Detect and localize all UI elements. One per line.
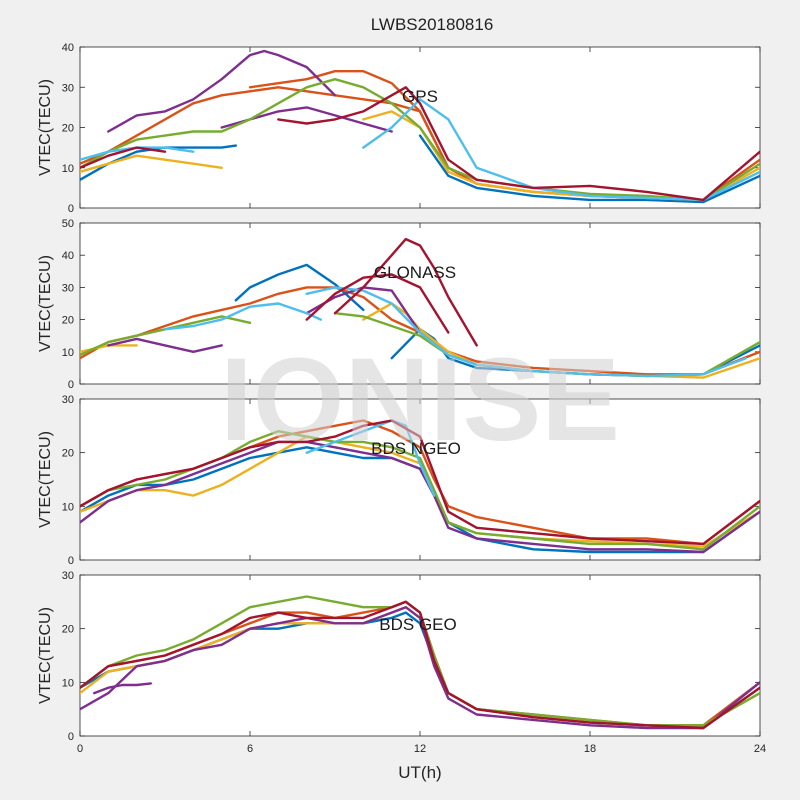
series-line xyxy=(80,595,760,727)
y-tick-label: 0 xyxy=(68,731,74,743)
y-tick-label: 20 xyxy=(62,315,74,327)
series-line xyxy=(80,440,760,554)
y-tick-label: 0 xyxy=(68,379,74,391)
y-axis-label: VTEC(TECU) xyxy=(37,431,54,528)
panel-glonass: 0 10 20 30 40 50 VTEC(TECU) GLONASS xyxy=(37,218,761,391)
series-line xyxy=(333,237,478,347)
y-tick-label: 30 xyxy=(62,394,74,406)
watermark: IONISE xyxy=(220,334,620,466)
plot-area xyxy=(79,222,761,385)
y-axis-label: VTEC(TECU) xyxy=(37,79,54,176)
y-tick-label: 10 xyxy=(62,347,74,359)
x-tick-label: 6 xyxy=(247,743,253,755)
y-tick-label: 0 xyxy=(68,203,74,215)
series-line xyxy=(80,600,760,730)
panel-label: BDS GEO xyxy=(379,615,456,634)
y-tick-label: 50 xyxy=(62,218,74,230)
y-tick-label: 40 xyxy=(62,250,74,262)
y-tick-label: 30 xyxy=(62,282,74,294)
series-line xyxy=(80,446,760,554)
series-line xyxy=(163,302,322,331)
panel-label: GLONASS xyxy=(374,263,456,282)
series-line xyxy=(277,86,760,202)
series-line xyxy=(80,606,760,730)
x-axis-label: UT(h) xyxy=(398,763,441,782)
series-line xyxy=(418,134,760,204)
y-tick-label: 30 xyxy=(62,82,74,94)
panels-group: 0 10 20 30 40 VTEC(TECU) GPS 0 10 20 30 40 50 VTEC(TE… xyxy=(37,42,766,755)
series-line xyxy=(93,682,152,695)
panel-label: BDS NGEO xyxy=(371,439,461,458)
y-tick-label: 30 xyxy=(62,570,74,582)
x-tick-label: 12 xyxy=(414,743,426,755)
x-tick-label: 24 xyxy=(754,743,766,755)
y-axis-label: VTEC(TECU) xyxy=(37,607,54,704)
series-line xyxy=(248,70,450,169)
series-line xyxy=(107,337,223,353)
y-axis-label: VTEC(TECU) xyxy=(37,255,54,352)
panel-label: GPS xyxy=(402,87,438,106)
y-tick-label: 20 xyxy=(62,448,74,460)
series-line xyxy=(305,286,747,378)
series-line xyxy=(362,98,760,202)
series-line xyxy=(80,435,760,548)
x-tick-label: 18 xyxy=(584,743,596,755)
panel-bds-ngeo: 0 10 20 30 VTEC(TECU) BDS NGEO xyxy=(37,394,761,567)
panel-gps: 0 10 20 30 40 VTEC(TECU) GPS xyxy=(37,42,761,215)
series-group xyxy=(80,419,760,554)
series-group xyxy=(80,595,760,730)
series-line xyxy=(80,419,760,546)
panel-bds-geo: 0 10 20 30 VTEC(TECU) BDS GEO xyxy=(37,570,761,743)
chart-title: LWBS20180816 xyxy=(371,15,494,34)
series-line xyxy=(305,273,450,334)
series-line xyxy=(80,146,167,169)
series-line xyxy=(80,154,223,173)
y-tick-label: 10 xyxy=(62,501,74,513)
y-tick-label: 20 xyxy=(62,624,74,636)
y-tick-label: 10 xyxy=(62,677,74,689)
y-tick-label: 20 xyxy=(62,123,74,135)
y-tick-label: 40 xyxy=(62,42,74,54)
series-group xyxy=(80,237,760,379)
series-line xyxy=(107,49,337,133)
series-line xyxy=(80,430,760,551)
series-group xyxy=(80,49,760,204)
x-tick-label: 0 xyxy=(77,743,83,755)
series-line xyxy=(80,78,760,202)
y-tick-label: 10 xyxy=(62,163,74,175)
y-tick-label: 0 xyxy=(68,555,74,567)
